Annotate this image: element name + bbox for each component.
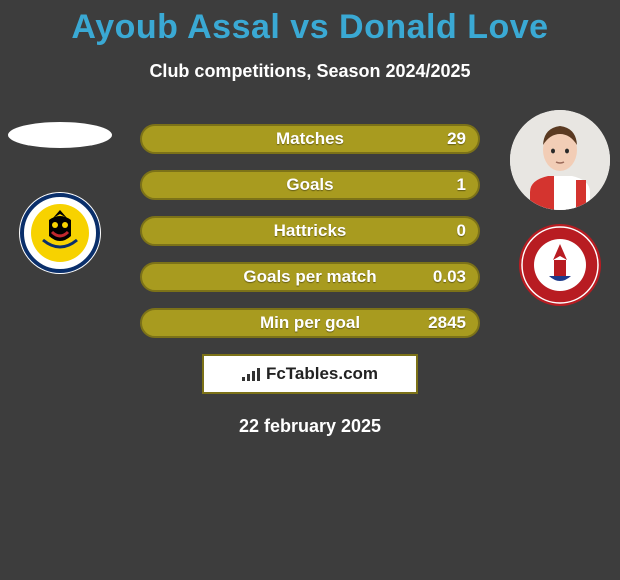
stat-row-hattricks: Hattricks 0 (140, 216, 480, 246)
club-badge-right (519, 224, 601, 306)
stat-row-goals: Goals 1 (140, 170, 480, 200)
stat-value-right: 29 (447, 129, 466, 149)
stat-row-goals-per-match: Goals per match 0.03 (140, 262, 480, 292)
stat-value-right: 1 (457, 175, 466, 195)
bars-icon (242, 367, 260, 381)
subtitle: Club competitions, Season 2024/2025 (0, 61, 620, 82)
stat-label: Goals (286, 175, 333, 195)
stat-value-right: 0 (457, 221, 466, 241)
player-right-column (510, 110, 610, 306)
date-label: 22 february 2025 (0, 416, 620, 437)
stats-list: Matches 29 Goals 1 Hattricks 0 Goals per… (140, 110, 480, 338)
afc-wimbledon-crest-icon (19, 192, 101, 274)
stat-value-right: 2845 (428, 313, 466, 333)
player-portrait-icon (510, 110, 610, 210)
comparison-panel: Matches 29 Goals 1 Hattricks 0 Goals per… (0, 110, 620, 437)
source-badge: FcTables.com (202, 354, 418, 394)
player-left-column (10, 110, 110, 274)
stat-label: Min per goal (260, 313, 360, 333)
player-right-photo (510, 110, 610, 210)
stat-label: Hattricks (274, 221, 347, 241)
club-badge-left (19, 192, 101, 274)
stat-label: Goals per match (243, 267, 376, 287)
page-title: Ayoub Assal vs Donald Love (0, 0, 620, 47)
stat-value-right: 0.03 (433, 267, 466, 287)
player-left-photo-placeholder (8, 122, 112, 148)
source-badge-text: FcTables.com (266, 364, 378, 384)
accrington-stanley-crest-icon (519, 224, 601, 306)
stat-row-matches: Matches 29 (140, 124, 480, 154)
stat-label: Matches (276, 129, 344, 149)
stat-row-min-per-goal: Min per goal 2845 (140, 308, 480, 338)
